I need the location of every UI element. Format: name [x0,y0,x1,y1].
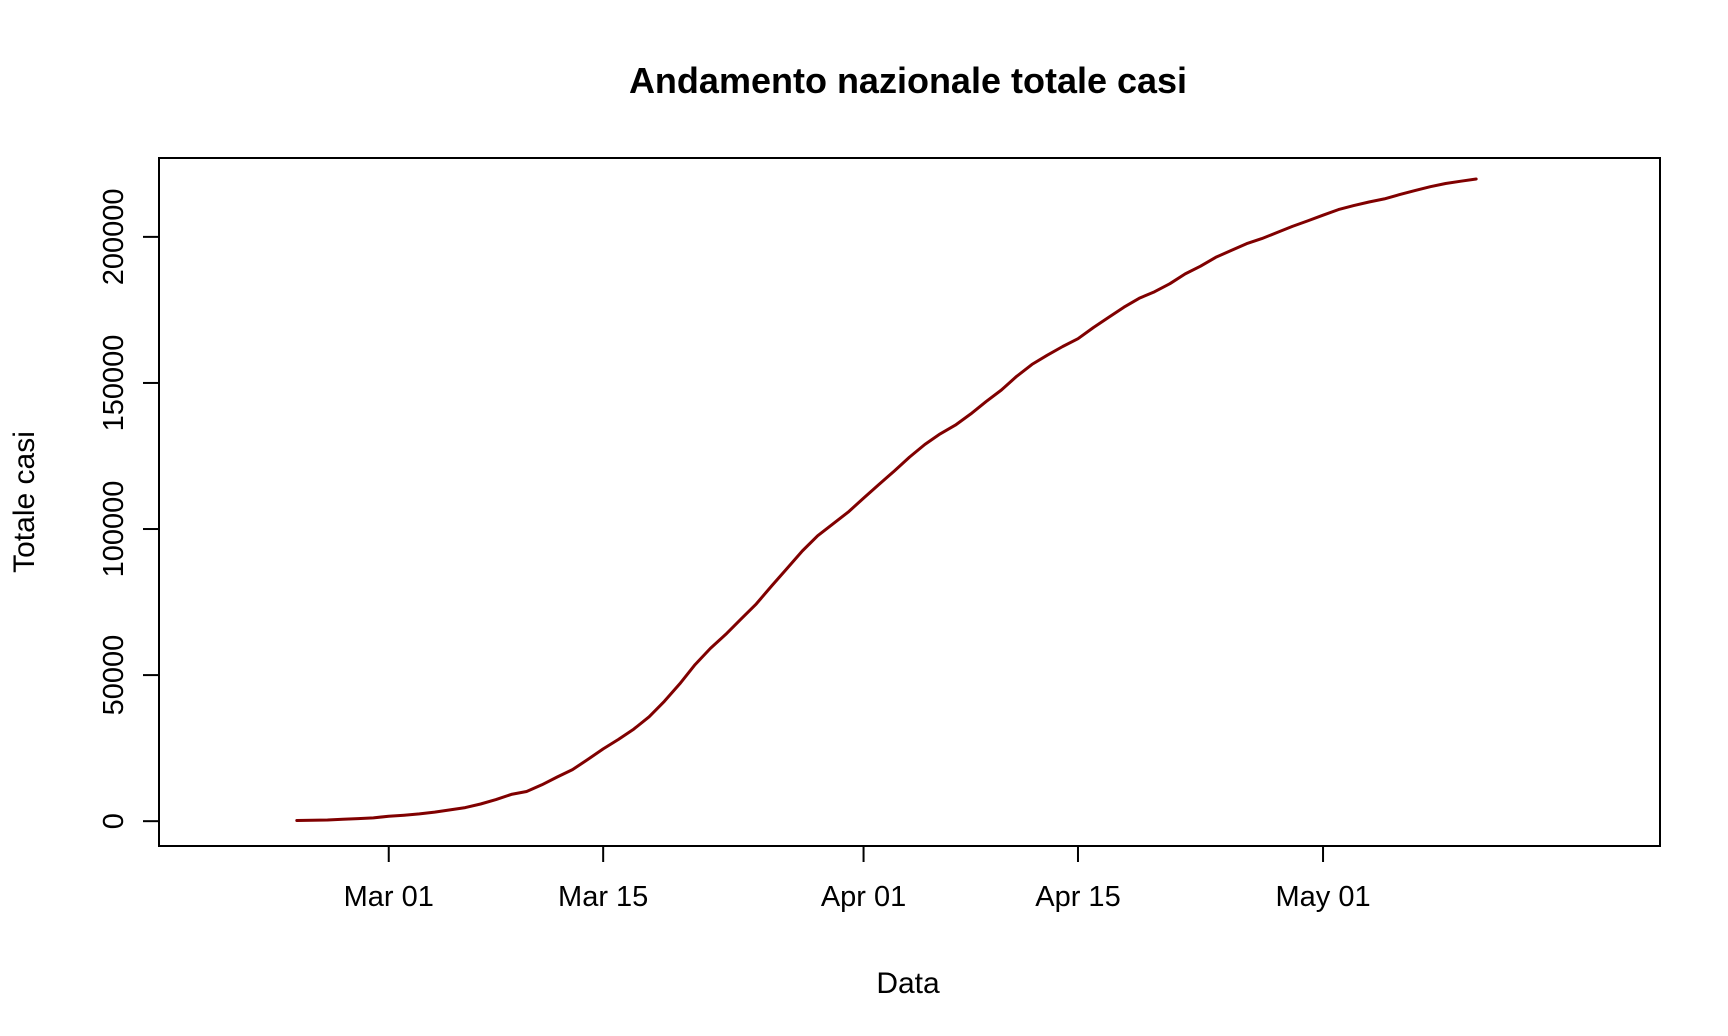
y-tick-label: 0 [98,813,130,829]
chart-title: Andamento nazionale totale casi [629,60,1187,101]
series-layer [295,177,1478,822]
x-tick-label: Mar 01 [344,881,434,913]
x-tick-label: May 01 [1275,881,1370,913]
x-tick-label: Apr 15 [1035,881,1120,913]
y-tick-label: 150000 [98,335,130,432]
y-axis-label: Totale casi [8,431,41,573]
y-tick-label: 100000 [98,481,130,578]
y-tick-label: 200000 [98,188,130,285]
x-axis-label: Data [876,967,940,1000]
x-tick-label: Mar 15 [558,881,648,913]
plot-frame [158,157,1661,847]
y-axis: 0 50000 100000 150000 200000 [98,188,159,829]
x-tick-label: Apr 01 [821,881,906,913]
series-line [295,177,1478,822]
x-axis: Mar 01 Mar 15 Apr 01 Apr 15 May 01 [344,846,1371,913]
y-tick-label: 50000 [98,635,130,716]
